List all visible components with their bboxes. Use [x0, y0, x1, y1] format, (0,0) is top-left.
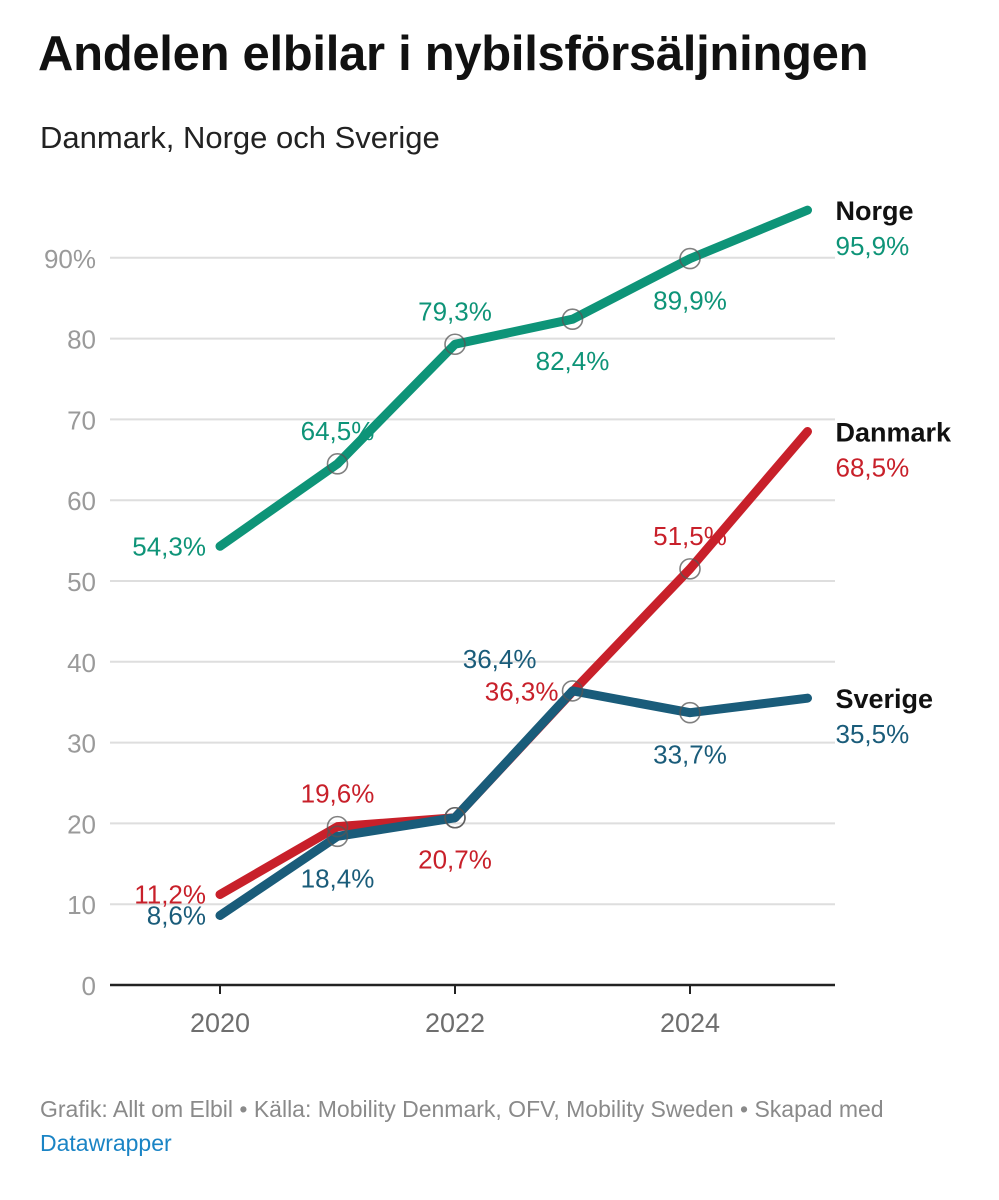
data-label: 11,2% [134, 880, 206, 910]
series-end-value: 35,5% [836, 719, 910, 749]
data-marker [679, 247, 701, 270]
series-lines [215, 205, 812, 921]
data-label: 79,3% [418, 296, 492, 326]
y-axis-ticks: 0 10 20 30 40 50 60 70 80 90% [44, 244, 96, 1001]
data-label: 64,5% [301, 416, 375, 446]
y-tick-label: 20 [67, 809, 96, 839]
series-name-norge: Norge [836, 196, 914, 226]
x-axis-ticks: 2020 2022 2024 [190, 985, 720, 1038]
series-line-norge [215, 205, 812, 551]
data-marker [444, 333, 466, 356]
y-tick-label: 40 [67, 648, 96, 678]
series-line-sverige [215, 686, 812, 921]
data-label: 8,6% [147, 901, 206, 931]
data-marker [679, 558, 701, 580]
data-label: 19,6% [301, 779, 375, 809]
data-label: 20,7% [418, 845, 492, 875]
data-marker [326, 453, 349, 475]
source-footer: Grafik: Allt om Elbil • Källa: Mobility … [40, 1092, 960, 1160]
series-name-danmark: Danmark [836, 418, 953, 448]
data-label: 54,3% [132, 531, 206, 561]
x-tick-label: 2022 [425, 1008, 485, 1038]
data-label: 89,9% [653, 286, 727, 316]
data-label: 82,4% [536, 346, 610, 376]
data-marker [561, 308, 584, 331]
data-marker [326, 825, 349, 848]
series-end-labels: Norge 95,9% Danmark 68,5% Sverige 35,5% [836, 196, 953, 749]
gridlines [110, 256, 835, 987]
data-label: 18,4% [301, 863, 375, 893]
y-tick-label: 0 [82, 971, 96, 1001]
y-tick-label: 30 [67, 729, 96, 759]
data-label: 36,3% [485, 677, 559, 707]
series-name-sverige: Sverige [836, 684, 934, 714]
data-marker [561, 680, 584, 702]
y-tick-label: 90% [44, 244, 96, 274]
data-label: 36,4% [463, 644, 537, 674]
data-markers [326, 247, 701, 848]
y-tick-label: 50 [67, 567, 96, 597]
data-marker [679, 701, 701, 724]
data-marker [444, 806, 466, 829]
y-tick-label: 80 [67, 325, 96, 355]
y-tick-label: 60 [67, 486, 96, 516]
data-label: 51,5% [653, 521, 727, 551]
data-labels: 54,3% 64,5% 79,3% 82,4% 89,9% 11,2% 19,6% 20,7%… [132, 286, 727, 931]
y-tick-label: 70 [67, 405, 96, 435]
datawrapper-link[interactable]: Datawrapper [40, 1130, 172, 1156]
series-end-value: 68,5% [836, 453, 910, 483]
source-credit: Grafik: Allt om Elbil • Källa: Mobility … [40, 1096, 884, 1122]
chart-title: Andelen elbilar i nybilsförsäljningen [38, 27, 869, 81]
line-chart: 0 10 20 30 40 50 60 70 80 90% 2020 2022 2024 54,3% 6… [44, 196, 953, 1038]
series-end-value: 95,9% [836, 231, 910, 261]
x-tick-label: 2020 [190, 1008, 250, 1038]
x-tick-label: 2024 [660, 1008, 720, 1038]
chart-subtitle: Danmark, Norge och Sverige [40, 120, 440, 155]
data-label: 33,7% [653, 740, 727, 770]
data-marker [326, 815, 349, 838]
y-tick-label: 10 [67, 890, 96, 920]
